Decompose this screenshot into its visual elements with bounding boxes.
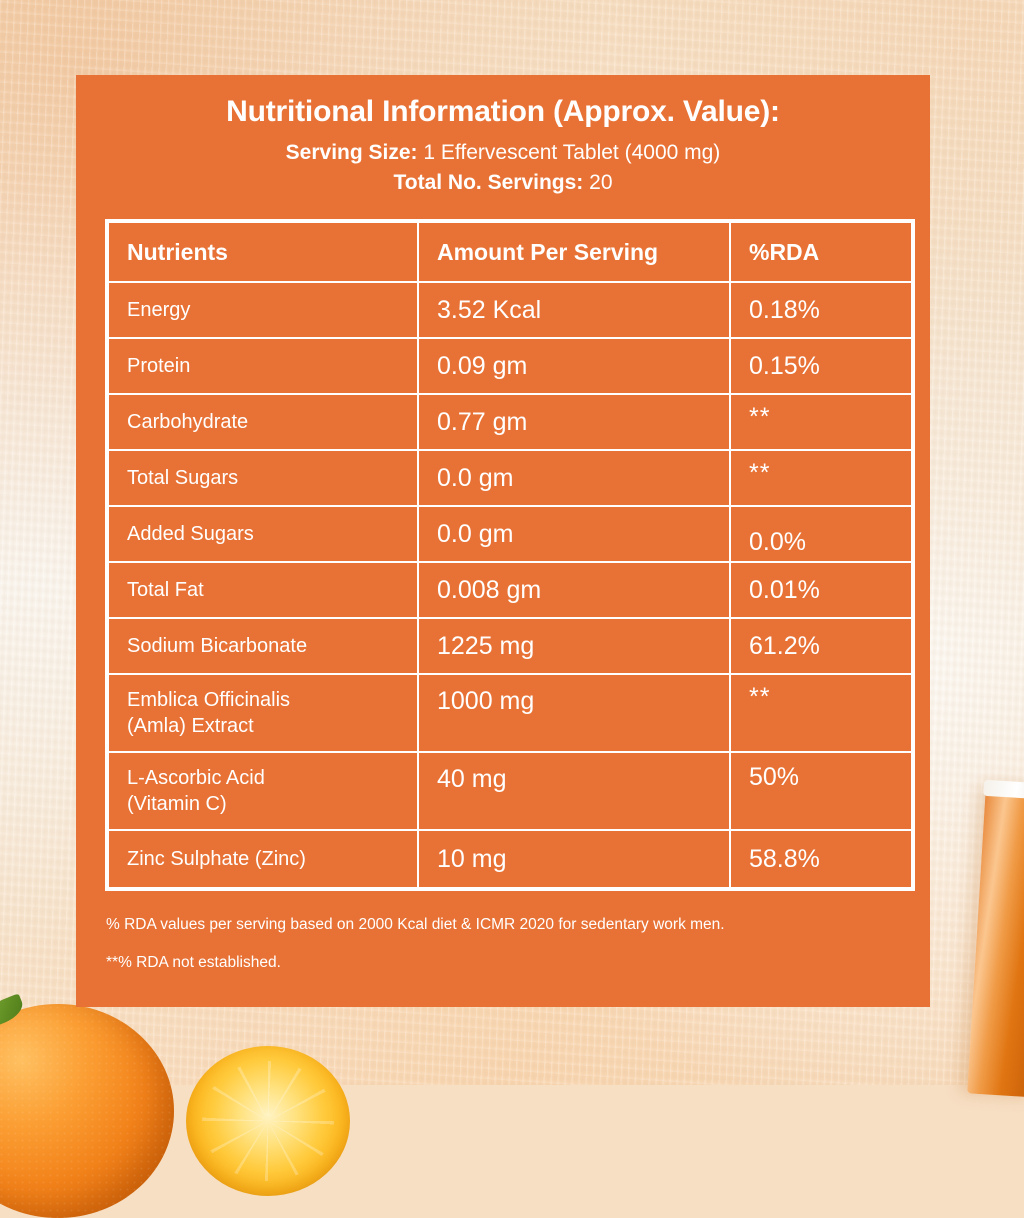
- nutrient-amount: 1000 mg: [417, 675, 731, 751]
- nutrient-rda: 0.0%: [749, 528, 806, 556]
- total-servings-label: Total No. Servings:: [393, 170, 584, 194]
- nutrient-rda: 58.8%: [749, 844, 820, 873]
- footnotes-block: % RDA values per serving based on 2000 K…: [106, 915, 906, 973]
- column-header-nutrients: Nutrients: [127, 238, 228, 265]
- serving-size-value: 1 Effervescent Tablet (4000 mg): [423, 140, 721, 164]
- nutrient-rda: **: [749, 683, 771, 711]
- nutrient-name: Total Fat: [127, 578, 204, 601]
- table-row: Sodium Bicarbonate 1225 mg 61.2%: [109, 619, 911, 675]
- nutrient-amount: 0.0 gm: [417, 451, 731, 505]
- nutrient-rda: 61.2%: [749, 631, 820, 660]
- table-row: Added Sugars 0.0 gm 0.0%: [109, 507, 911, 563]
- nutrient-amount: 0.008 gm: [417, 563, 731, 617]
- nutrition-table: Nutrients Amount Per Serving %RDA Energy…: [105, 219, 915, 891]
- table-row: Emblica Officinalis (Amla) Extract 1000 m…: [109, 675, 911, 753]
- nutrient-amount: 0.0 gm: [417, 507, 731, 561]
- table-row: L-Ascorbic Acid (Vitamin C) 40 mg 50%: [109, 753, 911, 831]
- nutrient-name: Carbohydrate: [127, 410, 249, 433]
- total-servings-line: Total No. Servings: 20: [76, 168, 930, 198]
- table-header-row: Nutrients Amount Per Serving %RDA: [109, 223, 911, 283]
- nutrient-amount: 40 mg: [417, 753, 731, 829]
- table-row: Carbohydrate 0.77 gm **: [109, 395, 911, 451]
- nutrient-amount: 10 mg: [417, 831, 731, 887]
- nutrient-rda: **: [749, 459, 771, 487]
- nutrient-rda: 0.01%: [749, 575, 820, 604]
- column-header-rda: %RDA: [749, 238, 820, 265]
- table-row: Protein 0.09 gm 0.15%: [109, 339, 911, 395]
- nutrient-name: L-Ascorbic Acid (Vitamin C): [127, 766, 265, 815]
- nutrient-rda: 50%: [749, 763, 800, 791]
- nutrient-rda: **: [749, 403, 771, 431]
- nutrient-name: Zinc Sulphate (Zinc): [127, 847, 306, 870]
- table-row: Energy 3.52 Kcal 0.18%: [109, 283, 911, 339]
- nutrition-panel: Nutritional Information (Approx. Value):…: [76, 75, 930, 1007]
- footnote-rda-basis: % RDA values per serving based on 2000 K…: [106, 915, 725, 933]
- serving-size-label: Serving Size:: [285, 140, 418, 164]
- nutrient-name: Sodium Bicarbonate: [127, 634, 308, 657]
- nutrient-amount: 3.52 Kcal: [417, 283, 731, 337]
- page-title: Nutritional Information (Approx. Value):: [226, 95, 780, 128]
- nutrient-name: Added Sugars: [127, 522, 254, 545]
- serving-size-line: Serving Size: 1 Effervescent Tablet (400…: [76, 138, 930, 168]
- nutrient-rda: 0.18%: [749, 295, 820, 324]
- nutrient-name: Energy: [127, 298, 191, 321]
- nutrient-name: Protein: [127, 354, 191, 377]
- nutrient-amount: 0.77 gm: [417, 395, 731, 449]
- footnote-rda-stars: **% RDA not established.: [106, 953, 281, 971]
- nutrient-name: Total Sugars: [127, 466, 239, 489]
- nutrient-amount: 1225 mg: [417, 619, 731, 673]
- table-row: Total Sugars 0.0 gm **: [109, 451, 911, 507]
- nutrient-name: Emblica Officinalis (Amla) Extract: [127, 688, 291, 737]
- nutrient-rda: 0.15%: [749, 351, 820, 380]
- table-row: Zinc Sulphate (Zinc) 10 mg 58.8%: [109, 831, 911, 887]
- nutrient-amount: 0.09 gm: [417, 339, 731, 393]
- heading-block: Nutritional Information (Approx. Value):…: [76, 75, 930, 198]
- total-servings-value: 20: [589, 170, 613, 194]
- column-header-amount: Amount Per Serving: [417, 223, 731, 281]
- table-row: Total Fat 0.008 gm 0.01%: [109, 563, 911, 619]
